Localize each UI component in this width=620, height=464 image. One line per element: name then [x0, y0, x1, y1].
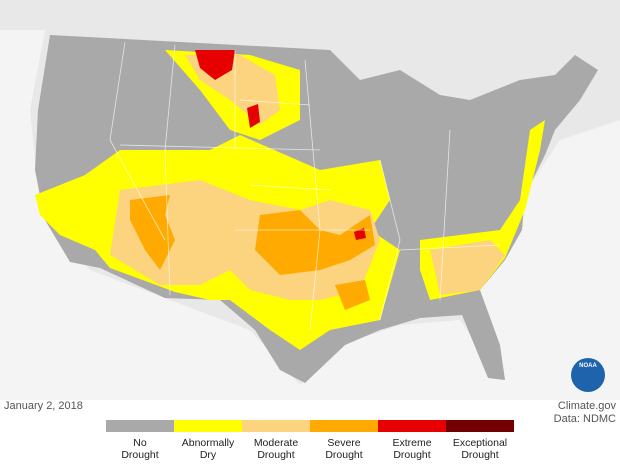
legend-label: Extreme Drought: [392, 437, 432, 461]
date: January 2, 2018: [4, 400, 83, 412]
legend-label: Exceptional Drought: [452, 437, 508, 461]
drought-zone: [255, 210, 375, 275]
legend-label: No Drought: [121, 437, 159, 461]
drought-zone: [335, 280, 370, 310]
drought-zone: [195, 50, 235, 80]
legend-swatch: [174, 420, 242, 432]
logo-text: NOAA: [579, 363, 597, 369]
drought-zone: [247, 104, 260, 128]
logo: [571, 358, 605, 392]
legend-label: Moderate Drought: [253, 437, 299, 461]
legend-label: Abnormally Dry: [181, 437, 235, 461]
legend-label: Severe Drought: [325, 437, 363, 461]
drought-zone: [130, 195, 175, 270]
source: Data: NDMC: [553, 413, 616, 425]
legend-swatch: [106, 420, 174, 432]
map: NOAA: [0, 0, 620, 400]
drought-zone: [430, 240, 505, 295]
legend-swatch: [242, 420, 310, 432]
legend-swatch: [446, 420, 514, 432]
legend-swatch: [378, 420, 446, 432]
credit: Climate.gov: [557, 400, 616, 412]
state-lines: [109, 41, 501, 331]
drought-zone: [354, 228, 366, 240]
legend-swatch: [310, 420, 378, 432]
